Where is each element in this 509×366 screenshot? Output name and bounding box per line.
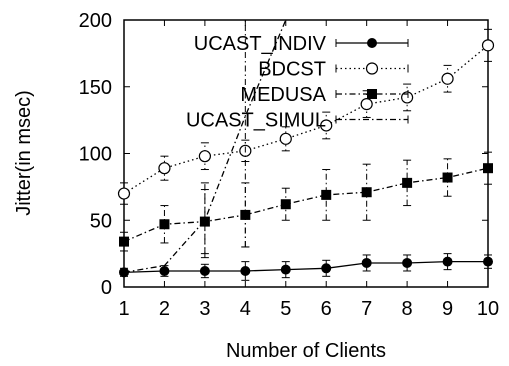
data-point bbox=[279, 132, 292, 145]
series-line bbox=[123, 44, 489, 195]
y-axis-label: Jitter(in msec) bbox=[13, 90, 35, 216]
legend-marker bbox=[367, 89, 377, 99]
data-point bbox=[199, 265, 210, 276]
data-point bbox=[481, 39, 495, 52]
series-layer bbox=[117, 19, 495, 281]
legend-marker bbox=[367, 38, 377, 48]
data-point bbox=[401, 91, 414, 104]
data-point bbox=[402, 177, 413, 188]
legend-marker bbox=[365, 62, 379, 75]
x-tick-label-3: 3 bbox=[199, 298, 210, 320]
data-point bbox=[159, 265, 170, 276]
data-point bbox=[402, 257, 413, 268]
data-point bbox=[321, 263, 332, 274]
series-line bbox=[123, 167, 489, 243]
series-line bbox=[123, 260, 488, 273]
x-tick-label-2: 2 bbox=[159, 298, 170, 320]
x-tick-label-4: 4 bbox=[240, 298, 251, 320]
y-tick-label-100: 100 bbox=[79, 144, 112, 166]
x-tick-label-9: 9 bbox=[442, 298, 453, 320]
data-point bbox=[360, 98, 373, 111]
legend: UCAST_INDIV BDCST MEDUSA UCAST_SIMUL bbox=[186, 33, 409, 132]
series-line bbox=[123, 19, 287, 273]
series-bdcst bbox=[117, 28, 495, 205]
data-point bbox=[280, 264, 291, 275]
data-point bbox=[361, 257, 372, 268]
legend-label-ucast-indiv: UCAST_INDIV bbox=[194, 33, 327, 55]
data-point bbox=[483, 163, 493, 174]
series-medusa bbox=[119, 151, 493, 255]
data-point bbox=[442, 256, 453, 267]
y-tick-label-200: 200 bbox=[79, 10, 112, 32]
x-tick-label-1: 1 bbox=[118, 298, 129, 320]
data-point bbox=[321, 189, 332, 200]
legend-label-ucast-simul: UCAST_SIMUL bbox=[186, 110, 326, 132]
x-axis-label: Number of Clients bbox=[226, 340, 386, 362]
y-tick-label-150: 150 bbox=[79, 77, 112, 99]
x-tick-label-8: 8 bbox=[402, 298, 413, 320]
data-point bbox=[117, 187, 131, 200]
legend-label-medusa: MEDUSA bbox=[240, 84, 326, 106]
data-point bbox=[320, 119, 333, 132]
y-tick-label-0: 0 bbox=[101, 277, 112, 299]
data-point bbox=[361, 187, 372, 198]
data-point bbox=[158, 162, 171, 175]
data-point bbox=[280, 199, 291, 210]
data-point bbox=[240, 265, 251, 276]
legend-label-bdcst: BDCST bbox=[258, 59, 326, 81]
x-tick-label-5: 5 bbox=[280, 298, 291, 320]
data-point bbox=[119, 236, 129, 247]
series-ucast-indiv bbox=[119, 253, 493, 281]
data-point bbox=[442, 172, 453, 183]
series-ucast-simul bbox=[123, 19, 287, 273]
x-tick-label-10: 10 bbox=[477, 298, 499, 320]
data-point bbox=[159, 219, 170, 230]
x-tick-label-6: 6 bbox=[321, 298, 332, 320]
data-point bbox=[198, 150, 211, 163]
x-tick-label-7: 7 bbox=[361, 298, 372, 320]
y-tick-label-50: 50 bbox=[90, 210, 112, 232]
data-point bbox=[483, 256, 493, 267]
data-point bbox=[441, 72, 454, 85]
